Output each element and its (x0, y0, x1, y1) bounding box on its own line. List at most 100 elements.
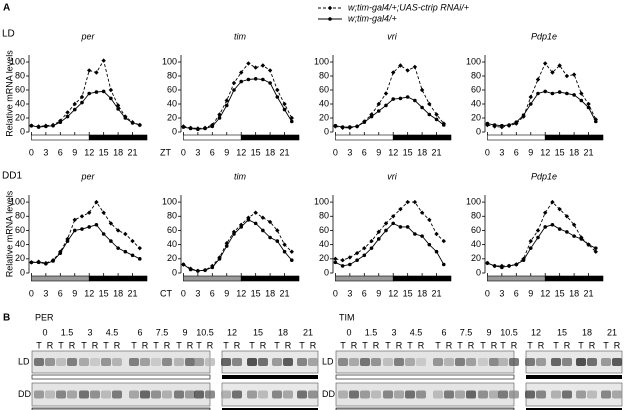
time-label: 15 (557, 327, 567, 337)
lane-label: T (36, 340, 42, 350)
blot-band (587, 390, 597, 399)
data-point (347, 255, 353, 260)
blot-band (612, 358, 622, 366)
data-point (137, 257, 142, 261)
phase-bar (240, 134, 300, 141)
light-bar (335, 374, 515, 380)
data-point (586, 242, 591, 247)
data-point (535, 77, 541, 82)
x-tick-label: 12 (84, 288, 94, 298)
data-point (130, 121, 135, 125)
data-point (232, 232, 236, 236)
time-label: 6 (137, 327, 142, 337)
blot-band (101, 358, 111, 366)
data-point (261, 77, 265, 82)
data-point (289, 249, 294, 254)
blot-band (466, 390, 476, 399)
data-point (181, 125, 186, 129)
y-tick-label: 20 (471, 112, 481, 122)
x-tick-label: 18 (569, 147, 579, 157)
data-point (492, 264, 497, 268)
x-tick-label: 21 (584, 288, 594, 298)
row-label: LD (322, 356, 334, 366)
data-point (383, 91, 389, 96)
data-point (441, 123, 446, 127)
x-tick-label: 6 (58, 288, 63, 298)
y-tick-label: 60 (319, 225, 329, 235)
y-tick-label: 40 (15, 239, 25, 249)
light-bar (335, 407, 515, 410)
lane-label: R (614, 340, 621, 350)
x-tick-label: 6 (210, 147, 215, 157)
lane-label: T (81, 340, 87, 350)
blot-band (308, 358, 318, 366)
data-point (543, 225, 548, 229)
data-point (72, 101, 77, 107)
x-tick-label: 3 (43, 147, 48, 157)
blot-band (444, 358, 454, 366)
data-point (571, 72, 577, 77)
data-point (391, 70, 396, 75)
data-point (514, 120, 519, 124)
row-label: LD (2, 29, 15, 40)
series-line (335, 64, 445, 129)
lane-label: R (351, 340, 358, 350)
x-tick-label: 9 (224, 147, 229, 157)
chart-title: tim (234, 171, 247, 181)
x-tick-label: 18 (113, 288, 123, 298)
x-tick-label: 0 (333, 147, 338, 157)
x-axis-label: ZT (160, 147, 171, 157)
blot-title: TIM (339, 312, 355, 322)
time-label: 3 (87, 327, 92, 337)
blot-band (562, 390, 572, 399)
data-point (275, 87, 280, 93)
data-point (79, 214, 85, 219)
time-label: 7.5 (460, 327, 473, 337)
time-label: 18 (278, 327, 288, 337)
data-point (369, 114, 374, 119)
y-tick-label: 0 (324, 267, 329, 277)
legend-marker (328, 17, 332, 21)
blot-band (162, 390, 172, 399)
data-point (550, 222, 555, 227)
x-tick-label: 12 (236, 288, 246, 298)
blot-band (283, 358, 293, 366)
data-point (137, 245, 142, 251)
blot-band (272, 390, 282, 399)
lane-label: T (385, 340, 391, 350)
blot-band (416, 358, 426, 366)
data-point (419, 210, 425, 215)
blot-band (587, 358, 597, 366)
data-point (434, 249, 439, 254)
blot-band (601, 358, 611, 366)
x-tick-label: 12 (540, 147, 550, 157)
time-label: 4.5 (106, 327, 119, 337)
y-tick-label: 60 (471, 84, 481, 94)
data-point (116, 246, 120, 250)
x-tick-label: 9 (528, 288, 533, 298)
data-point (94, 199, 99, 205)
data-point (550, 199, 555, 205)
phase-bar (392, 275, 452, 282)
data-point (267, 68, 273, 73)
lane-label: R (373, 340, 380, 350)
blot-band (433, 358, 443, 366)
blot-band (258, 358, 268, 366)
phase-bar (544, 134, 604, 141)
data-point (593, 119, 598, 124)
data-point (130, 253, 135, 258)
x-tick-label: 9 (528, 147, 533, 157)
chart-title: Pdp1e (531, 171, 557, 181)
y-tick-label: 60 (167, 84, 177, 94)
x-tick-label: 0 (333, 288, 338, 298)
data-point (427, 242, 432, 247)
y-tick-label: 40 (471, 98, 481, 108)
y-tick-label: 0 (20, 126, 25, 136)
blot-band (371, 390, 381, 399)
data-point (239, 79, 244, 84)
data-point (181, 262, 186, 267)
blot-band (360, 358, 370, 366)
data-point (260, 215, 266, 220)
series-line (183, 212, 293, 272)
